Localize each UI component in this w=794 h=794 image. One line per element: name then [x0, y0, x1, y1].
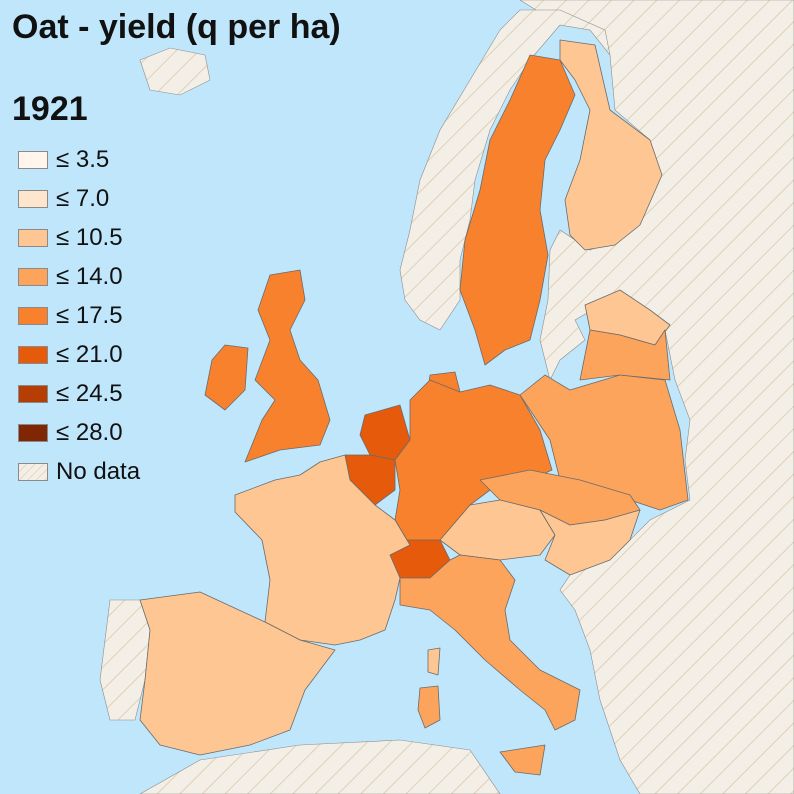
region-norway — [399, 9, 611, 331]
legend-label: ≤ 3.5 — [56, 145, 110, 173]
country-sicily[interactable] — [499, 744, 546, 776]
legend-item: ≤ 24.5 — [18, 374, 140, 413]
legend-item: ≤ 14.0 — [18, 257, 140, 296]
legend-item: ≤ 10.5 — [18, 218, 140, 257]
legend-swatch — [18, 267, 48, 286]
legend-swatch — [18, 345, 48, 364]
legend-swatch-no-data — [18, 462, 48, 481]
legend-swatch — [18, 150, 48, 169]
country-lithuania[interactable] — [579, 329, 671, 381]
legend-label: ≤ 24.5 — [56, 379, 123, 407]
country-sardinia[interactable] — [417, 685, 441, 729]
country-finland[interactable] — [559, 39, 663, 251]
legend-label: ≤ 10.5 — [56, 223, 123, 251]
country-hungary[interactable] — [539, 509, 641, 576]
legend-swatch — [18, 306, 48, 325]
legend-item: ≤ 17.5 — [18, 296, 140, 335]
country-corsica[interactable] — [427, 647, 441, 676]
country-sweden[interactable] — [459, 54, 576, 366]
legend-swatch — [18, 384, 48, 403]
country-spain[interactable] — [139, 591, 336, 756]
legend-swatch — [18, 423, 48, 442]
legend-label: ≤ 17.5 — [56, 301, 123, 329]
legend-swatch — [18, 228, 48, 247]
legend-item: ≤ 21.0 — [18, 335, 140, 374]
legend-item: ≤ 28.0 — [18, 413, 140, 452]
legend: ≤ 3.5 ≤ 7.0 ≤ 10.5 ≤ 14.0 ≤ 17.5 ≤ 21.0 … — [18, 140, 140, 491]
map-title: Oat - yield (q per ha) — [12, 8, 341, 46]
country-ireland[interactable] — [204, 344, 249, 411]
map-year: 1921 — [12, 90, 88, 128]
legend-item: No data — [18, 452, 140, 491]
country-great-britain[interactable] — [244, 269, 331, 463]
country-italy[interactable] — [399, 554, 581, 731]
legend-item: ≤ 3.5 — [18, 140, 140, 179]
legend-label: ≤ 21.0 — [56, 340, 123, 368]
region-iceland — [139, 47, 211, 96]
legend-label: ≤ 14.0 — [56, 262, 123, 290]
legend-label: No data — [56, 457, 141, 485]
legend-item: ≤ 7.0 — [18, 179, 140, 218]
region-north-africa — [139, 739, 501, 794]
legend-label: ≤ 28.0 — [56, 418, 123, 446]
legend-label: ≤ 7.0 — [56, 184, 110, 212]
legend-swatch — [18, 189, 48, 208]
